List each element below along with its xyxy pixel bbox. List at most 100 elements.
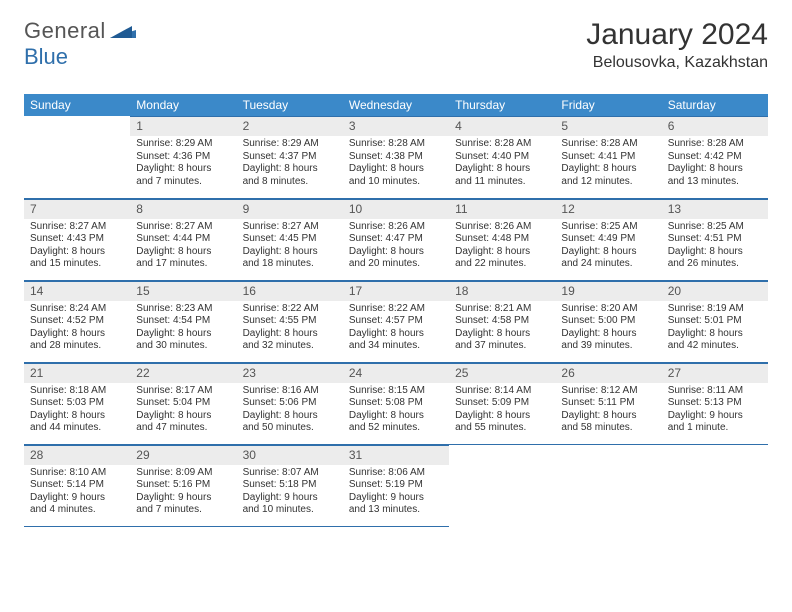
sunrise-line: Sunrise: 8:09 AM: [136, 467, 230, 480]
day-number: 31: [343, 445, 449, 465]
calendar-cell: 2Sunrise: 8:29 AMSunset: 4:37 PMDaylight…: [237, 116, 343, 198]
weekday-header: Wednesday: [343, 94, 449, 116]
day-details: Sunrise: 8:22 AMSunset: 4:57 PMDaylight:…: [343, 301, 449, 357]
day-details: Sunrise: 8:28 AMSunset: 4:41 PMDaylight:…: [555, 136, 661, 192]
sunrise-line: Sunrise: 8:22 AM: [349, 303, 443, 316]
calendar-cell: 11Sunrise: 8:26 AMSunset: 4:48 PMDayligh…: [449, 198, 555, 280]
title-block: January 2024 Belousovka, Kazakhstan: [586, 18, 768, 72]
calendar-table: SundayMondayTuesdayWednesdayThursdayFrid…: [24, 94, 768, 527]
sunset-line: Sunset: 4:55 PM: [243, 315, 337, 328]
sunrise-line: Sunrise: 8:20 AM: [561, 303, 655, 316]
sunset-line: Sunset: 5:08 PM: [349, 397, 443, 410]
day-details: Sunrise: 8:19 AMSunset: 5:01 PMDaylight:…: [662, 301, 768, 357]
sunset-line: Sunset: 5:11 PM: [561, 397, 655, 410]
day-details: Sunrise: 8:10 AMSunset: 5:14 PMDaylight:…: [24, 465, 130, 521]
calendar-cell: 30Sunrise: 8:07 AMSunset: 5:18 PMDayligh…: [237, 444, 343, 526]
calendar-row: 14Sunrise: 8:24 AMSunset: 4:52 PMDayligh…: [24, 280, 768, 362]
sunset-line: Sunset: 4:43 PM: [30, 233, 124, 246]
sunrise-line: Sunrise: 8:07 AM: [243, 467, 337, 480]
calendar-row: 21Sunrise: 8:18 AMSunset: 5:03 PMDayligh…: [24, 362, 768, 444]
sunset-line: Sunset: 4:58 PM: [455, 315, 549, 328]
sunrise-line: Sunrise: 8:28 AM: [455, 138, 549, 151]
day-number: 8: [130, 199, 236, 219]
day-number: 26: [555, 363, 661, 383]
daylight-line: Daylight: 8 hours and 15 minutes.: [30, 246, 124, 271]
weekday-header: Tuesday: [237, 94, 343, 116]
daylight-line: Daylight: 8 hours and 47 minutes.: [136, 410, 230, 435]
sunrise-line: Sunrise: 8:16 AM: [243, 385, 337, 398]
calendar-cell: 22Sunrise: 8:17 AMSunset: 5:04 PMDayligh…: [130, 362, 236, 444]
calendar-cell: 14Sunrise: 8:24 AMSunset: 4:52 PMDayligh…: [24, 280, 130, 362]
sunrise-line: Sunrise: 8:15 AM: [349, 385, 443, 398]
sunset-line: Sunset: 5:19 PM: [349, 479, 443, 492]
sunrise-line: Sunrise: 8:29 AM: [136, 138, 230, 151]
calendar-cell: 3Sunrise: 8:28 AMSunset: 4:38 PMDaylight…: [343, 116, 449, 198]
sunrise-line: Sunrise: 8:25 AM: [668, 221, 762, 234]
day-number: 7: [24, 199, 130, 219]
day-details: Sunrise: 8:12 AMSunset: 5:11 PMDaylight:…: [555, 383, 661, 439]
weekday-header: Sunday: [24, 94, 130, 116]
calendar-cell: 12Sunrise: 8:25 AMSunset: 4:49 PMDayligh…: [555, 198, 661, 280]
day-number: 22: [130, 363, 236, 383]
calendar-cell: 18Sunrise: 8:21 AMSunset: 4:58 PMDayligh…: [449, 280, 555, 362]
day-number: 30: [237, 445, 343, 465]
day-number: 10: [343, 199, 449, 219]
calendar-cell: 24Sunrise: 8:15 AMSunset: 5:08 PMDayligh…: [343, 362, 449, 444]
sunrise-line: Sunrise: 8:28 AM: [349, 138, 443, 151]
sunrise-line: Sunrise: 8:29 AM: [243, 138, 337, 151]
daylight-line: Daylight: 9 hours and 10 minutes.: [243, 492, 337, 517]
sunset-line: Sunset: 4:48 PM: [455, 233, 549, 246]
day-details: Sunrise: 8:07 AMSunset: 5:18 PMDaylight:…: [237, 465, 343, 521]
sunset-line: Sunset: 5:04 PM: [136, 397, 230, 410]
calendar-cell: 13Sunrise: 8:25 AMSunset: 4:51 PMDayligh…: [662, 198, 768, 280]
sunset-line: Sunset: 5:06 PM: [243, 397, 337, 410]
sunset-line: Sunset: 5:01 PM: [668, 315, 762, 328]
calendar-cell: 6Sunrise: 8:28 AMSunset: 4:42 PMDaylight…: [662, 116, 768, 198]
day-number: 20: [662, 281, 768, 301]
calendar-cell: 9Sunrise: 8:27 AMSunset: 4:45 PMDaylight…: [237, 198, 343, 280]
day-number: 21: [24, 363, 130, 383]
sunset-line: Sunset: 5:18 PM: [243, 479, 337, 492]
location-label: Belousovka, Kazakhstan: [586, 54, 768, 72]
day-number: 27: [662, 363, 768, 383]
daylight-line: Daylight: 8 hours and 8 minutes.: [243, 163, 337, 188]
day-details: Sunrise: 8:29 AMSunset: 4:37 PMDaylight:…: [237, 136, 343, 192]
day-number: 6: [662, 116, 768, 136]
calendar-cell: 21Sunrise: 8:18 AMSunset: 5:03 PMDayligh…: [24, 362, 130, 444]
calendar-cell: 29Sunrise: 8:09 AMSunset: 5:16 PMDayligh…: [130, 444, 236, 526]
sunset-line: Sunset: 4:52 PM: [30, 315, 124, 328]
weekday-header: Saturday: [662, 94, 768, 116]
logo-text-blue: Blue: [24, 44, 68, 69]
daylight-line: Daylight: 8 hours and 7 minutes.: [136, 163, 230, 188]
sunset-line: Sunset: 5:14 PM: [30, 479, 124, 492]
daylight-line: Daylight: 8 hours and 17 minutes.: [136, 246, 230, 271]
calendar-cell: [449, 444, 555, 526]
sunset-line: Sunset: 4:47 PM: [349, 233, 443, 246]
header-bar: General January 2024 Belousovka, Kazakhs…: [24, 18, 768, 72]
calendar-cell: 4Sunrise: 8:28 AMSunset: 4:40 PMDaylight…: [449, 116, 555, 198]
day-details: Sunrise: 8:06 AMSunset: 5:19 PMDaylight:…: [343, 465, 449, 521]
day-details: Sunrise: 8:15 AMSunset: 5:08 PMDaylight:…: [343, 383, 449, 439]
month-title: January 2024: [586, 18, 768, 52]
daylight-line: Daylight: 8 hours and 20 minutes.: [349, 246, 443, 271]
day-number: 13: [662, 199, 768, 219]
day-details: Sunrise: 8:23 AMSunset: 4:54 PMDaylight:…: [130, 301, 236, 357]
daylight-line: Daylight: 8 hours and 42 minutes.: [668, 328, 762, 353]
day-details: Sunrise: 8:09 AMSunset: 5:16 PMDaylight:…: [130, 465, 236, 521]
daylight-line: Daylight: 9 hours and 13 minutes.: [349, 492, 443, 517]
daylight-line: Daylight: 8 hours and 52 minutes.: [349, 410, 443, 435]
day-details: Sunrise: 8:27 AMSunset: 4:44 PMDaylight:…: [130, 219, 236, 275]
day-details: Sunrise: 8:26 AMSunset: 4:48 PMDaylight:…: [449, 219, 555, 275]
day-number: 2: [237, 116, 343, 136]
calendar-cell: .: [24, 116, 130, 198]
sunrise-line: Sunrise: 8:18 AM: [30, 385, 124, 398]
daylight-line: Daylight: 9 hours and 7 minutes.: [136, 492, 230, 517]
sunset-line: Sunset: 4:45 PM: [243, 233, 337, 246]
day-number: 11: [449, 199, 555, 219]
day-details: Sunrise: 8:14 AMSunset: 5:09 PMDaylight:…: [449, 383, 555, 439]
daylight-line: Daylight: 8 hours and 11 minutes.: [455, 163, 549, 188]
daylight-line: Daylight: 8 hours and 32 minutes.: [243, 328, 337, 353]
day-number: 24: [343, 363, 449, 383]
day-details: Sunrise: 8:28 AMSunset: 4:40 PMDaylight:…: [449, 136, 555, 192]
sunrise-line: Sunrise: 8:25 AM: [561, 221, 655, 234]
